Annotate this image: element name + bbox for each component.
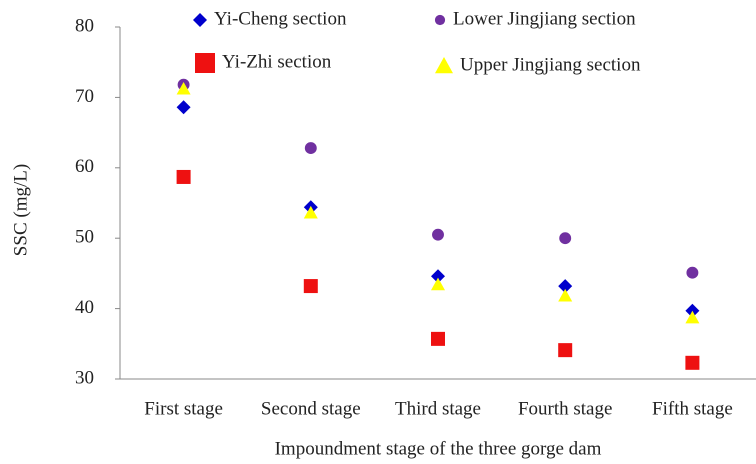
y-tick-label: 60 xyxy=(75,156,94,177)
x-tick-label: Fourth stage xyxy=(518,398,612,419)
point xyxy=(303,205,318,219)
y-tick-label: 80 xyxy=(75,15,94,36)
point xyxy=(432,228,444,241)
point xyxy=(176,100,191,115)
legend-label: Yi-Cheng section xyxy=(214,8,347,29)
point xyxy=(685,310,700,324)
point xyxy=(685,303,700,318)
point xyxy=(558,279,573,294)
legend-label: Upper Jingjiang section xyxy=(460,54,641,75)
y-tick-label: 50 xyxy=(75,227,94,248)
x-axis-label: Impoundment stage of the three gorge dam xyxy=(275,438,602,459)
point xyxy=(431,277,445,291)
x-tick-label: Fifth stage xyxy=(652,398,733,419)
point xyxy=(431,269,445,284)
legend-marker xyxy=(193,13,207,27)
legend-marker xyxy=(434,14,446,26)
y-tick-label: 40 xyxy=(75,297,94,318)
point xyxy=(176,169,191,184)
point xyxy=(304,142,317,155)
point xyxy=(176,81,191,95)
point xyxy=(685,355,700,370)
point xyxy=(559,232,572,245)
y-axis-label: SSC (mg/L) xyxy=(10,164,31,256)
point xyxy=(558,288,573,302)
x-tick-label: Second stage xyxy=(261,398,361,419)
legend-marker xyxy=(195,53,215,73)
x-tick-label: Third stage xyxy=(395,398,481,419)
point xyxy=(431,331,445,346)
point xyxy=(303,279,318,294)
legend-label: Yi-Zhi section xyxy=(222,51,332,72)
x-tick-label: First stage xyxy=(144,398,223,419)
point xyxy=(686,266,699,279)
legend-label: Lower Jingjiang section xyxy=(453,8,636,29)
y-tick-label: 30 xyxy=(75,367,94,388)
legend-marker xyxy=(435,57,453,74)
y-tick-label: 70 xyxy=(75,86,94,107)
point xyxy=(558,343,573,358)
